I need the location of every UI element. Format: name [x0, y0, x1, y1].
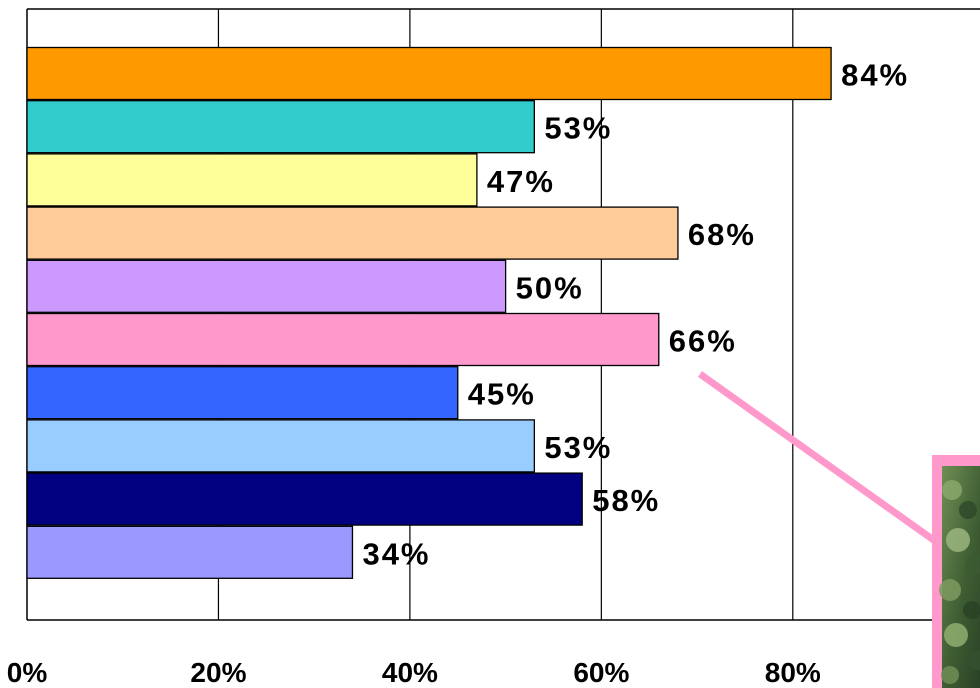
x-tick-label-40: 40%: [382, 657, 438, 688]
data-label-3: 47%: [487, 164, 555, 199]
foliage-blob-1: [942, 480, 962, 500]
data-label-6: 66%: [669, 324, 737, 359]
foliage-blob-9: [941, 666, 959, 684]
bar-2: [26, 100, 535, 154]
x-tick-label-80: 80%: [765, 657, 821, 688]
data-label-8: 53%: [544, 430, 612, 465]
foliage-blob-5: [939, 579, 961, 601]
data-label-10: 34%: [362, 536, 430, 571]
foliage-blob-8: [968, 650, 980, 670]
data-label-7: 45%: [468, 377, 536, 412]
bars-group: [26, 46, 832, 579]
bar-4: [26, 206, 679, 260]
foliage-blob-2: [959, 501, 977, 519]
bar-9: [26, 472, 583, 526]
annotation-group: [697, 371, 980, 688]
data-label-4: 68%: [688, 217, 756, 252]
bar-3: [26, 153, 478, 207]
data-labels-group: 84%53%47%68%50%66%45%53%58%34%: [362, 58, 909, 572]
x-axis-tick-labels: 0% 20% 40% 60% 80%: [7, 657, 821, 688]
photo-inset: [932, 455, 980, 688]
annotation-pointer-line: [697, 371, 938, 544]
data-label-5: 50%: [516, 270, 584, 305]
foliage-blob-4: [965, 555, 980, 575]
bar-1: [26, 46, 832, 101]
x-tick-label-20: 20%: [190, 657, 246, 688]
foliage-blob-3: [946, 528, 970, 552]
bar-7: [26, 366, 459, 420]
bar-5: [26, 259, 507, 313]
x-tick-label-0: 0%: [7, 657, 48, 688]
foliage-blob-6: [963, 601, 980, 619]
bar-8: [26, 419, 535, 473]
x-tick-label-60: 60%: [573, 657, 629, 688]
data-label-1: 84%: [841, 58, 909, 93]
bar-6: [26, 312, 660, 367]
foliage-blob-7: [944, 623, 968, 647]
bar-10: [26, 525, 354, 579]
data-label-9: 58%: [592, 483, 660, 518]
data-label-2: 53%: [544, 111, 612, 146]
